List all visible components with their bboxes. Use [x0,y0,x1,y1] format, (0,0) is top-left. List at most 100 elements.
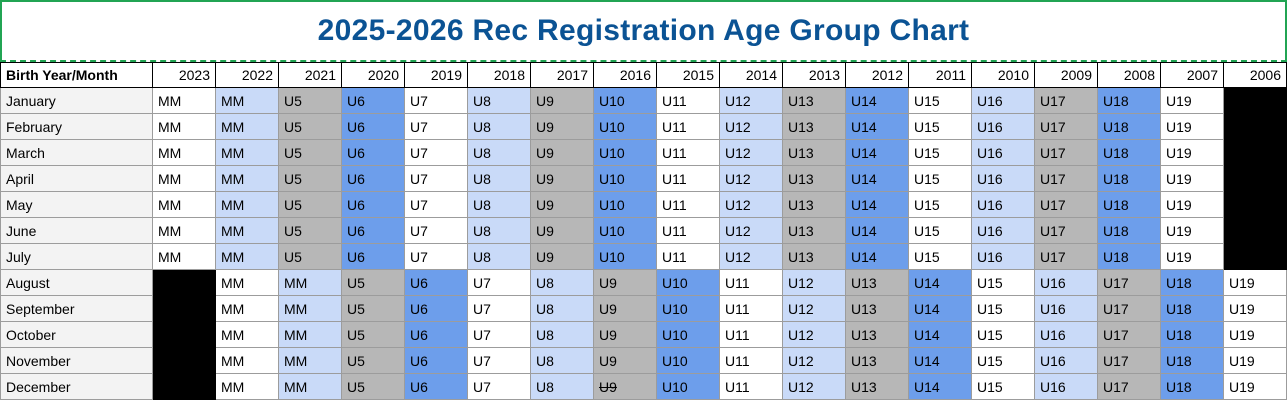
age-group-cell[interactable]: U10 [593,113,657,140]
age-group-cell[interactable]: U16 [971,87,1035,114]
age-group-cell[interactable]: MM [215,321,279,348]
age-group-cell[interactable]: U13 [845,373,909,400]
age-group-cell[interactable]: U17 [1034,139,1098,166]
age-group-cell[interactable]: U5 [341,373,405,400]
age-group-cell[interactable]: U7 [404,87,468,114]
month-label-cell[interactable]: May [0,191,153,218]
age-group-cell[interactable]: U18 [1097,113,1161,140]
age-group-cell[interactable]: U6 [341,113,405,140]
age-group-cell[interactable]: U16 [971,165,1035,192]
blackout-cell[interactable] [152,321,216,348]
age-group-cell[interactable]: U13 [782,243,846,270]
age-group-cell[interactable]: U13 [845,295,909,322]
age-group-cell[interactable]: U15 [971,321,1035,348]
age-group-cell[interactable]: U14 [845,113,909,140]
age-group-cell[interactable]: U9 [530,217,594,244]
age-group-cell[interactable]: MM [152,139,216,166]
month-label-cell[interactable]: December [0,373,153,400]
month-label-cell[interactable]: July [0,243,153,270]
age-group-cell[interactable]: U9 [593,373,657,400]
age-group-cell[interactable]: U12 [782,295,846,322]
age-group-cell[interactable]: U8 [467,217,531,244]
age-group-cell[interactable]: U12 [782,321,846,348]
year-header-cell[interactable]: 2019 [404,62,468,88]
age-group-cell[interactable]: U19 [1223,269,1287,296]
age-group-cell[interactable]: U16 [971,243,1035,270]
year-header-cell[interactable]: 2016 [593,62,657,88]
age-group-cell[interactable]: U17 [1034,243,1098,270]
age-group-cell[interactable]: U15 [908,165,972,192]
age-group-cell[interactable]: U18 [1097,87,1161,114]
age-group-cell[interactable]: U8 [530,295,594,322]
age-group-cell[interactable]: U13 [782,139,846,166]
age-group-cell[interactable]: U18 [1097,217,1161,244]
age-group-cell[interactable]: U5 [278,243,342,270]
age-group-cell[interactable]: U9 [593,295,657,322]
age-group-cell[interactable]: U13 [782,191,846,218]
age-group-cell[interactable]: U19 [1160,139,1224,166]
age-group-cell[interactable]: U10 [593,243,657,270]
age-group-cell[interactable]: U7 [467,269,531,296]
age-group-cell[interactable]: U13 [782,217,846,244]
age-group-cell[interactable]: U15 [908,217,972,244]
age-group-cell[interactable]: U5 [341,321,405,348]
age-group-cell[interactable]: U9 [530,165,594,192]
age-group-cell[interactable]: U8 [467,165,531,192]
age-group-cell[interactable]: U17 [1097,373,1161,400]
year-header-cell[interactable]: 2007 [1160,62,1224,88]
age-group-cell[interactable]: U6 [404,347,468,374]
age-group-cell[interactable]: U16 [971,113,1035,140]
age-group-cell[interactable]: U8 [530,321,594,348]
age-group-cell[interactable]: U14 [845,217,909,244]
blackout-cell[interactable] [152,373,216,400]
year-header-cell[interactable]: 2012 [845,62,909,88]
age-group-cell[interactable]: U19 [1223,347,1287,374]
age-group-cell[interactable]: U15 [971,373,1035,400]
age-group-cell[interactable]: U10 [593,87,657,114]
age-group-cell[interactable]: U17 [1034,191,1098,218]
age-group-cell[interactable]: U19 [1160,243,1224,270]
age-group-cell[interactable]: U19 [1160,191,1224,218]
age-group-cell[interactable]: U6 [404,373,468,400]
age-group-cell[interactable]: U9 [530,139,594,166]
age-group-cell[interactable]: U8 [467,113,531,140]
blackout-cell[interactable] [1223,113,1287,140]
age-group-cell[interactable]: U6 [404,269,468,296]
age-group-cell[interactable]: MM [215,191,279,218]
age-group-cell[interactable]: U17 [1034,165,1098,192]
blackout-cell[interactable] [1223,165,1287,192]
year-header-cell[interactable]: 2018 [467,62,531,88]
age-group-cell[interactable]: U12 [719,191,783,218]
blackout-cell[interactable] [1223,243,1287,270]
month-label-cell[interactable]: February [0,113,153,140]
age-group-cell[interactable]: U19 [1223,373,1287,400]
age-group-cell[interactable]: U5 [341,295,405,322]
age-group-cell[interactable]: U9 [593,347,657,374]
chart-title-cell[interactable]: 2025-2026 Rec Registration Age Group Cha… [0,0,1287,62]
age-group-cell[interactable]: U14 [908,269,972,296]
age-group-cell[interactable]: MM [215,373,279,400]
age-group-cell[interactable]: U8 [530,373,594,400]
age-group-cell[interactable]: U11 [656,217,720,244]
month-label-cell[interactable]: June [0,217,153,244]
age-group-cell[interactable]: U18 [1097,243,1161,270]
age-group-cell[interactable]: U17 [1034,87,1098,114]
age-group-cell[interactable]: U12 [782,269,846,296]
age-group-cell[interactable]: U9 [593,269,657,296]
age-group-cell[interactable]: U18 [1160,269,1224,296]
age-group-cell[interactable]: U5 [341,347,405,374]
age-group-cell[interactable]: U17 [1034,217,1098,244]
age-group-cell[interactable]: U7 [467,321,531,348]
age-group-cell[interactable]: U16 [1034,295,1098,322]
age-group-cell[interactable]: U11 [719,269,783,296]
age-group-cell[interactable]: U6 [341,139,405,166]
age-group-cell[interactable]: U8 [467,139,531,166]
age-group-cell[interactable]: U7 [404,191,468,218]
age-group-cell[interactable]: U19 [1160,217,1224,244]
age-group-cell[interactable]: U11 [719,373,783,400]
age-group-cell[interactable]: U16 [1034,321,1098,348]
age-group-cell[interactable]: MM [215,347,279,374]
age-group-cell[interactable]: MM [215,243,279,270]
age-group-cell[interactable]: U18 [1160,295,1224,322]
age-group-cell[interactable]: U11 [656,139,720,166]
